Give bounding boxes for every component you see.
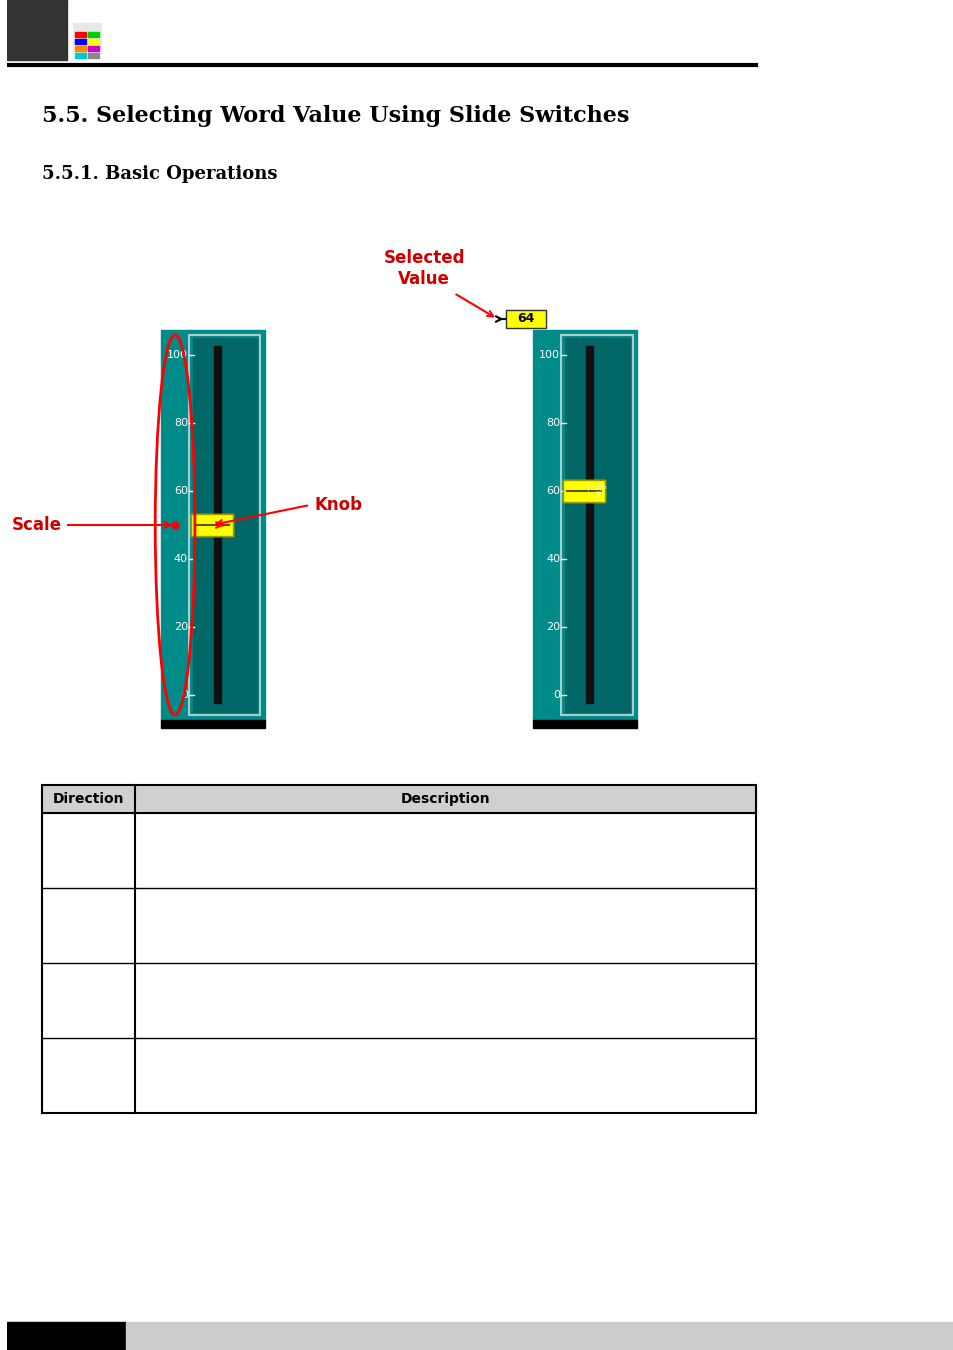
Text: Scale: Scale <box>12 516 62 535</box>
Text: 0: 0 <box>181 690 188 701</box>
Bar <box>74 46 86 51</box>
Bar <box>161 720 265 728</box>
Text: 64: 64 <box>517 312 535 325</box>
Text: 0: 0 <box>553 690 559 701</box>
Bar <box>88 46 98 51</box>
Text: Knob: Knob <box>314 495 362 514</box>
Text: 100: 100 <box>167 350 188 360</box>
Text: 100: 100 <box>538 350 559 360</box>
Text: 20: 20 <box>545 622 559 632</box>
Bar <box>42 784 755 813</box>
Bar <box>74 39 86 45</box>
Bar <box>193 338 257 711</box>
Bar <box>191 514 233 536</box>
Bar <box>506 310 546 328</box>
Text: 80: 80 <box>545 418 559 428</box>
Bar <box>191 514 233 536</box>
Text: 60: 60 <box>173 486 188 495</box>
Text: Description: Description <box>400 792 490 806</box>
Bar <box>562 481 604 502</box>
Text: 5.5. Selecting Word Value Using Slide Switches: 5.5. Selecting Word Value Using Slide Sw… <box>42 105 629 127</box>
Bar <box>88 39 98 45</box>
Bar <box>127 1322 953 1350</box>
Bar <box>88 31 98 36</box>
Bar <box>533 720 637 728</box>
Bar <box>506 310 546 328</box>
Text: 80: 80 <box>173 418 188 428</box>
Bar <box>8 0 67 59</box>
Bar <box>189 335 260 716</box>
Text: Selected
Value: Selected Value <box>383 250 464 288</box>
Bar <box>74 31 86 36</box>
Text: ☞: ☞ <box>585 481 607 505</box>
Bar <box>74 53 86 58</box>
Bar <box>560 335 632 716</box>
Text: 5.5.1. Basic Operations: 5.5.1. Basic Operations <box>42 165 277 184</box>
Bar <box>42 784 755 1112</box>
Bar <box>8 1322 127 1350</box>
Bar <box>562 481 604 502</box>
Text: 60: 60 <box>545 486 559 495</box>
Bar <box>88 53 98 58</box>
Text: 20: 20 <box>173 622 188 632</box>
Text: 40: 40 <box>173 554 188 564</box>
Bar <box>533 329 637 720</box>
Bar <box>161 329 265 720</box>
Text: 40: 40 <box>545 554 559 564</box>
Bar <box>72 23 101 53</box>
Bar <box>564 338 629 711</box>
Text: Direction: Direction <box>52 792 124 806</box>
